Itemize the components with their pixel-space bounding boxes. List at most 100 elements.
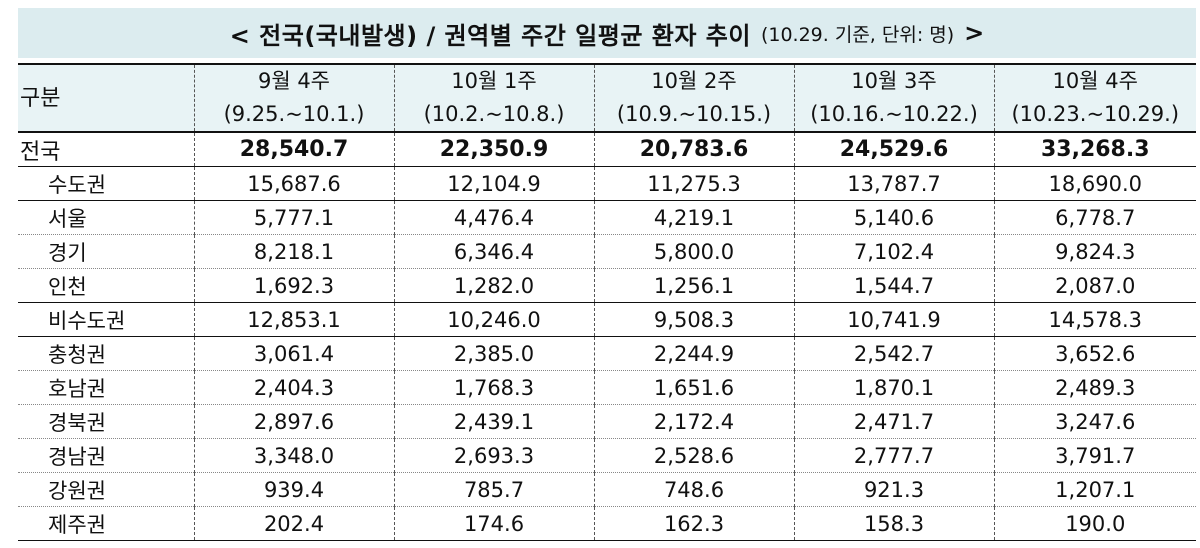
table-row: 수도권 15,687.6 12,104.9 11,275.3 13,787.7 … — [18, 166, 1196, 201]
table-cell: 1,768.3 — [393, 370, 594, 405]
header-row: 구분 9월 4주 (9.25.~10.1.) 10월 1주 (10.2.~10.… — [18, 63, 1196, 133]
table-cell: 12,104.9 — [393, 166, 594, 201]
table-cell: 2,439.1 — [393, 404, 594, 439]
column-header: 10월 3주 (10.16.~10.22.) — [793, 63, 994, 133]
corner-label: 구분 — [18, 63, 194, 133]
table-row: 서울 5,777.1 4,476.4 4,219.1 5,140.6 6,778… — [18, 200, 1196, 235]
table-cell: 2,404.3 — [193, 370, 394, 405]
table-cell: 13,787.7 — [793, 166, 994, 201]
table-cell: 2,244.9 — [593, 336, 794, 371]
table-cell: 6,778.7 — [993, 200, 1196, 235]
column-week: 10월 1주 — [451, 69, 537, 93]
table-cell: 11,275.3 — [593, 166, 794, 201]
column-week: 10월 2주 — [651, 69, 737, 93]
table-cell: 6,346.4 — [393, 234, 594, 269]
row-label: 강원권 — [18, 472, 194, 507]
table-cell: 2,528.6 — [593, 438, 794, 473]
table-cell: 174.6 — [393, 506, 594, 541]
row-label: 제주권 — [18, 506, 194, 541]
column-range: (10.23.~10.29.) — [1011, 102, 1180, 126]
title-subtitle: (10.29. 기준, 단위: 명) — [760, 23, 955, 46]
row-label: 호남권 — [18, 370, 194, 405]
table-row: 호남권 2,404.3 1,768.3 1,651.6 1,870.1 2,48… — [18, 370, 1196, 405]
row-label: 경북권 — [18, 404, 194, 439]
table-cell: 2,693.3 — [393, 438, 594, 473]
table-cell: 2,087.0 — [993, 268, 1196, 303]
row-label: 인천 — [18, 268, 194, 303]
table-cell: 9,824.3 — [993, 234, 1196, 269]
table-cell: 14,578.3 — [993, 302, 1196, 337]
row-label: 비수도권 — [18, 302, 194, 337]
table-cell: 3,791.7 — [993, 438, 1196, 473]
table-cell: 33,268.3 — [993, 132, 1196, 167]
table-cell: 785.7 — [393, 472, 594, 507]
table-cell: 3,061.4 — [193, 336, 394, 371]
table-cell: 202.4 — [193, 506, 394, 541]
table-cell: 1,692.3 — [193, 268, 394, 303]
table-cell: 190.0 — [993, 506, 1196, 541]
column-week: 9월 4주 — [257, 69, 331, 93]
column-range: (10.9.~10.15.) — [616, 102, 772, 126]
table-cell: 2,489.3 — [993, 370, 1196, 405]
row-label: 서울 — [18, 200, 194, 235]
table-row-national: 전국 28,540.7 22,350.9 20,783.6 24,529.6 3… — [18, 132, 1196, 167]
table-cell: 5,777.1 — [193, 200, 394, 235]
row-label: 경남권 — [18, 438, 194, 473]
table-cell: 3,348.0 — [193, 438, 394, 473]
table-cell: 2,777.7 — [793, 438, 994, 473]
title-main: < 전국(국내발생) / 권역별 주간 일평균 환자 추이 — [229, 21, 751, 50]
table-cell: 10,246.0 — [393, 302, 594, 337]
table-row: 인천 1,692.3 1,282.0 1,256.1 1,544.7 2,087… — [18, 268, 1196, 303]
table-row: 경남권 3,348.0 2,693.3 2,528.6 2,777.7 3,79… — [18, 438, 1196, 473]
table-cell: 3,652.6 — [993, 336, 1196, 371]
table-cell: 9,508.3 — [593, 302, 794, 337]
table-cell: 24,529.6 — [793, 132, 994, 167]
table-cell: 162.3 — [593, 506, 794, 541]
table-cell: 2,172.4 — [593, 404, 794, 439]
column-header: 10월 4주 (10.23.~10.29.) — [993, 63, 1196, 133]
column-header: 10월 2주 (10.9.~10.15.) — [593, 63, 794, 133]
column-header: 9월 4주 (9.25.~10.1.) — [193, 63, 394, 133]
table-cell: 1,207.1 — [993, 472, 1196, 507]
table-cell: 10,741.9 — [793, 302, 994, 337]
table-cell: 921.3 — [793, 472, 994, 507]
table-cell: 748.6 — [593, 472, 794, 507]
weekly-patient-table: 구분 9월 4주 (9.25.~10.1.) 10월 1주 (10.2.~10.… — [18, 63, 1196, 541]
table-cell: 7,102.4 — [793, 234, 994, 269]
table-cell: 5,800.0 — [593, 234, 794, 269]
column-week: 10월 3주 — [851, 69, 937, 93]
table-cell: 4,476.4 — [393, 200, 594, 235]
table-cell: 1,651.6 — [593, 370, 794, 405]
table-cell: 158.3 — [793, 506, 994, 541]
column-range: (10.16.~10.22.) — [810, 102, 978, 126]
table-cell: 8,218.1 — [193, 234, 394, 269]
column-week: 10월 4주 — [1052, 69, 1138, 93]
table-cell: 28,540.7 — [193, 132, 394, 167]
table-cell: 4,219.1 — [593, 200, 794, 235]
table-cell: 5,140.6 — [793, 200, 994, 235]
title-end-bracket: > — [964, 19, 985, 47]
column-range: (10.2.~10.8.) — [423, 102, 565, 126]
table-row: 비수도권 12,853.1 10,246.0 9,508.3 10,741.9 … — [18, 302, 1196, 337]
column-header: 10월 1주 (10.2.~10.8.) — [393, 63, 594, 133]
table-row: 경북권 2,897.6 2,439.1 2,172.4 2,471.7 3,24… — [18, 404, 1196, 439]
table-cell: 22,350.9 — [393, 132, 594, 167]
table-cell: 1,256.1 — [593, 268, 794, 303]
table-row: 강원권 939.4 785.7 748.6 921.3 1,207.1 — [18, 472, 1196, 507]
table-cell: 20,783.6 — [593, 132, 794, 167]
table-cell: 939.4 — [193, 472, 394, 507]
table-row: 제주권 202.4 174.6 162.3 158.3 190.0 — [18, 506, 1196, 541]
table-cell: 2,385.0 — [393, 336, 594, 371]
table-cell: 15,687.6 — [193, 166, 394, 201]
table-cell: 1,282.0 — [393, 268, 594, 303]
table-cell: 1,870.1 — [793, 370, 994, 405]
table-cell: 18,690.0 — [993, 166, 1196, 201]
table-cell: 3,247.6 — [993, 404, 1196, 439]
table-title: < 전국(국내발생) / 권역별 주간 일평균 환자 추이 (10.29. 기준… — [18, 8, 1196, 58]
row-label: 수도권 — [18, 166, 194, 201]
table-cell: 1,544.7 — [793, 268, 994, 303]
table-row: 경기 8,218.1 6,346.4 5,800.0 7,102.4 9,824… — [18, 234, 1196, 269]
row-label: 전국 — [18, 132, 194, 167]
table-cell: 2,471.7 — [793, 404, 994, 439]
table-cell: 2,542.7 — [793, 336, 994, 371]
